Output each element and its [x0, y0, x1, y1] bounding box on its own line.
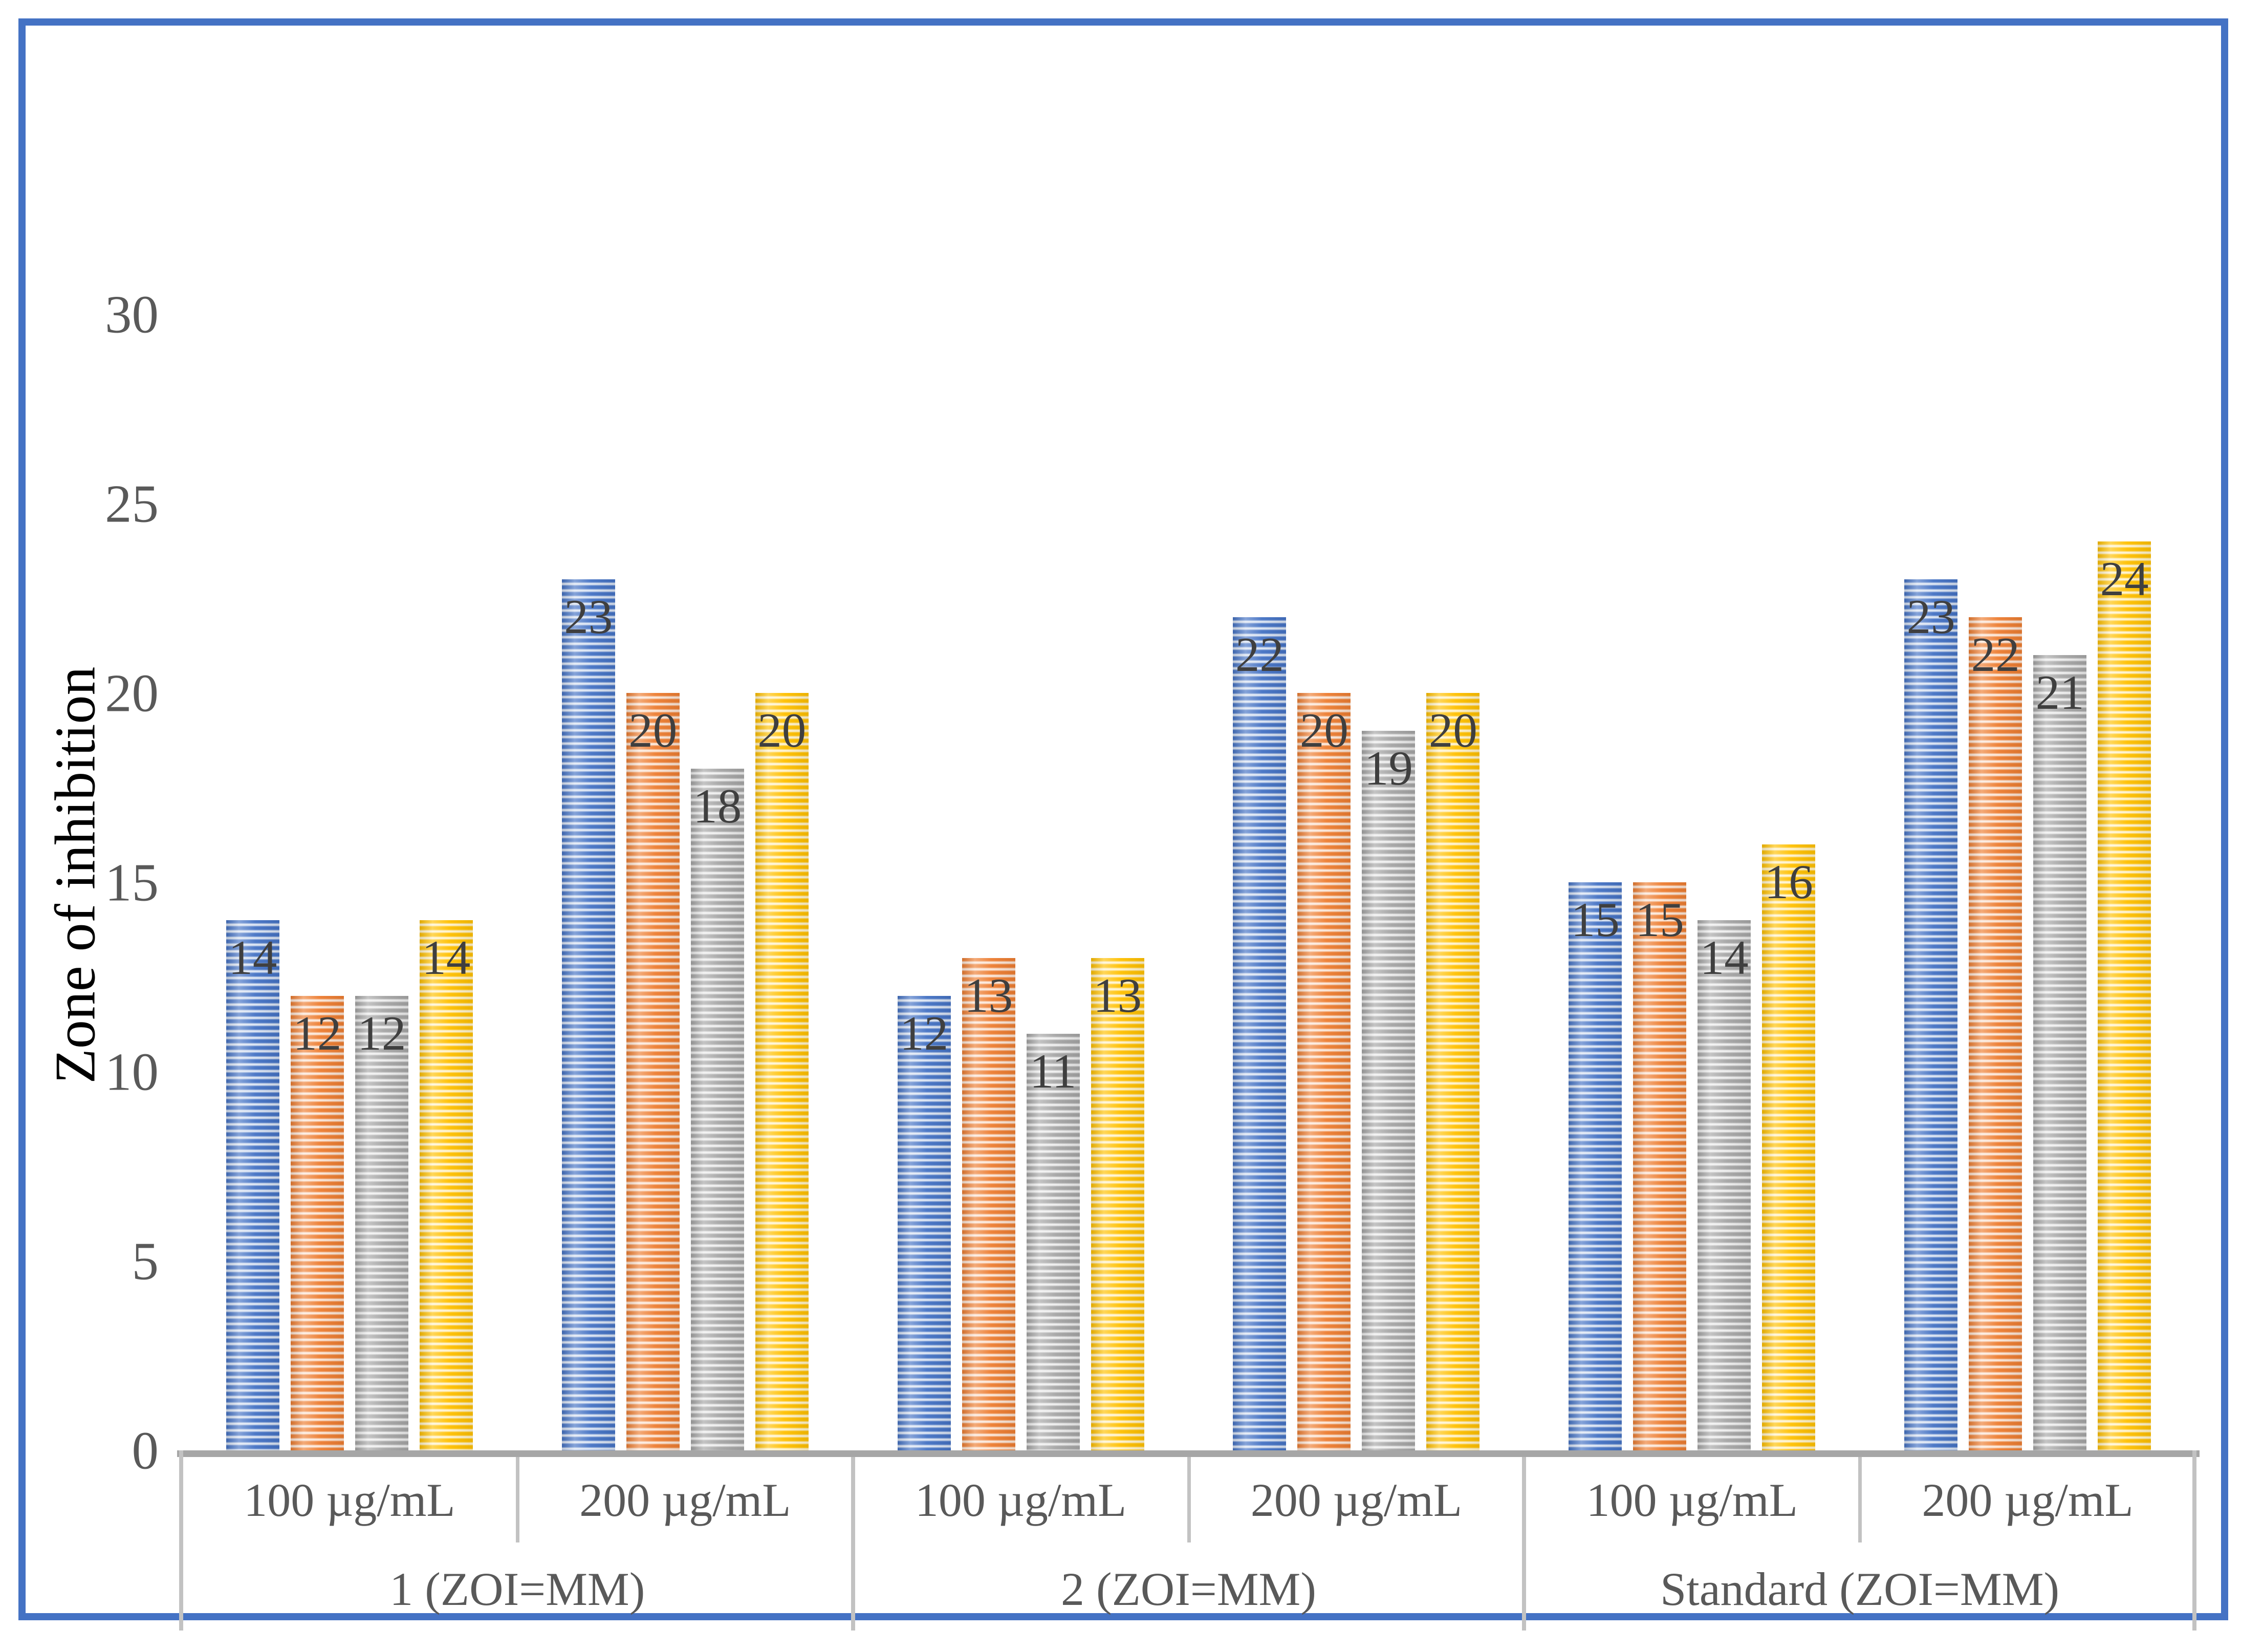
- bar-orange: 20: [1297, 693, 1351, 1450]
- bar-value-label: 14: [228, 930, 277, 985]
- bar-orange: 13: [962, 958, 1015, 1450]
- group-label: 2 (ZOI=MM): [1060, 1563, 1316, 1615]
- bar-value-label: 20: [757, 703, 807, 757]
- bar-gray: 12: [355, 996, 408, 1450]
- bar-value-label: 20: [1299, 703, 1348, 757]
- axis-divider-line: [1187, 1457, 1191, 1542]
- bar-value-label: 16: [1764, 855, 1813, 909]
- bar-gray: 21: [2033, 655, 2087, 1450]
- y-tick-label: 0: [132, 1420, 159, 1481]
- y-tick-label: 25: [105, 473, 159, 534]
- bar-orange: 15: [1633, 882, 1687, 1450]
- bar-yellow: 24: [2098, 541, 2151, 1450]
- bar-value-label: 20: [628, 703, 678, 757]
- bar-gray: 18: [690, 769, 744, 1450]
- bar-yellow: 16: [1762, 844, 1816, 1450]
- bar-value-label: 11: [1029, 1044, 1077, 1098]
- bar-blue: 22: [1233, 617, 1287, 1450]
- bar-orange: 12: [290, 996, 344, 1450]
- concentration-label: 200 µg/mL: [1922, 1473, 2134, 1526]
- bar-orange: 22: [1969, 617, 2022, 1450]
- axis-divider-line: [177, 1450, 2200, 1457]
- y-tick-label: 5: [132, 1231, 159, 1291]
- y-tick-label: 30: [105, 284, 159, 344]
- group-label: 1 (ZOI=MM): [389, 1563, 645, 1615]
- concentration-label: 100 µg/mL: [1586, 1473, 1798, 1526]
- bar-blue: 23: [1904, 579, 1958, 1450]
- bar-value-label: 23: [1906, 590, 1955, 644]
- concentration-label: 200 µg/mL: [579, 1473, 791, 1526]
- bar-gray: 14: [1698, 920, 1751, 1450]
- bar-value-label: 12: [357, 1006, 406, 1060]
- bar-value-label: 12: [293, 1006, 342, 1060]
- axis-divider-line: [1858, 1457, 1862, 1542]
- bar-value-label: 24: [2100, 552, 2149, 606]
- bar-value-label: 23: [564, 590, 613, 644]
- axis-divider-line: [515, 1457, 519, 1542]
- bar-value-label: 13: [1093, 968, 1142, 1023]
- bar-value-label: 14: [1700, 930, 1749, 985]
- axis-divider-line: [851, 1457, 855, 1631]
- bar-gray: 11: [1026, 1034, 1080, 1450]
- bar-value-label: 15: [1635, 893, 1684, 947]
- axis-divider-line: [2192, 1450, 2196, 1631]
- bar-gray: 19: [1362, 731, 1416, 1450]
- concentration-label: 100 µg/mL: [244, 1473, 455, 1526]
- y-tick-label: 15: [105, 852, 159, 912]
- bar-blue: 23: [561, 579, 615, 1450]
- concentration-label: 100 µg/mL: [915, 1473, 1127, 1526]
- bar-orange: 20: [626, 693, 680, 1450]
- axis-divider-line: [1522, 1457, 1527, 1631]
- bar-yellow: 13: [1091, 958, 1144, 1450]
- y-tick-label: 20: [105, 663, 159, 723]
- bar-value-label: 20: [1428, 703, 1477, 757]
- bar-value-label: 19: [1364, 741, 1413, 795]
- y-tick-label: 10: [105, 1041, 159, 1102]
- bar-value-label: 12: [900, 1006, 949, 1060]
- bar-value-label: 18: [693, 779, 742, 833]
- axis-divider-line: [179, 1450, 183, 1631]
- concentration-label: 200 µg/mL: [1250, 1473, 1463, 1526]
- bar-yellow: 20: [1426, 693, 1480, 1450]
- bar-value-label: 15: [1571, 893, 1620, 947]
- bar-value-label: 22: [1971, 627, 2020, 682]
- bar-blue: 14: [226, 920, 279, 1450]
- group-label: Standard (ZOI=MM): [1660, 1563, 2060, 1615]
- bar-yellow: 20: [755, 693, 809, 1450]
- bar-yellow: 14: [419, 920, 473, 1450]
- bar-value-label: 21: [2035, 665, 2084, 720]
- bar-blue: 15: [1569, 882, 1622, 1450]
- bar-value-label: 13: [964, 968, 1013, 1023]
- bar-value-label: 14: [422, 930, 471, 985]
- bar-value-label: 22: [1235, 627, 1284, 682]
- bar-blue: 12: [897, 996, 951, 1450]
